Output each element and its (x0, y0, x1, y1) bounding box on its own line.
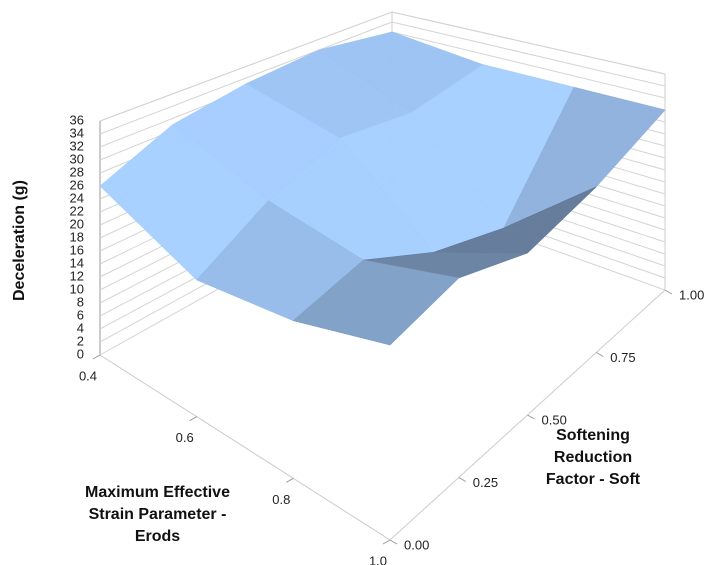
z-tick-label: 34 (70, 125, 84, 140)
z-tick-label: 26 (70, 177, 84, 192)
y-tick (664, 289, 673, 295)
z-tick-label: 8 (77, 294, 84, 309)
x-tick-label: 0.8 (272, 492, 290, 507)
grid-line (99, 11, 666, 122)
z-tick-label: 32 (70, 138, 84, 153)
z-tick-label: 20 (70, 216, 84, 231)
z-tick-label: 12 (70, 268, 84, 283)
x-tick-label: 0.4 (79, 368, 97, 383)
x-axis-label: Maximum Effective Strain Parameter - Ero… (85, 484, 230, 545)
z-tick-label: 2 (77, 333, 84, 348)
y-tick (389, 539, 398, 545)
y-tick-label: 0.50 (542, 412, 567, 427)
z-tick-label: 6 (77, 307, 84, 322)
y-tick (527, 414, 535, 420)
z-tick-label: 4 (77, 320, 84, 335)
x-tick-label: 1.0 (369, 553, 387, 565)
z-tick-label: 0 (77, 346, 84, 361)
y-tick (596, 352, 604, 357)
z-tick-label: 10 (70, 281, 84, 296)
z-tick-label: 16 (70, 242, 84, 257)
z-axis-label: Deceleration (g) (11, 180, 28, 301)
y-tick (458, 477, 466, 482)
x-tick (92, 354, 101, 360)
y-tick-label: 0.25 (473, 475, 498, 490)
z-tick-label: 36 (70, 112, 84, 127)
grid-line (99, 21, 666, 135)
y-tick-label: 0.00 (404, 537, 429, 552)
z-tick-label: 28 (70, 164, 84, 179)
x-tick (286, 477, 294, 483)
z-tick-label: 18 (70, 229, 84, 244)
y-axis-label: Softening Reduction Factor - Soft (545, 427, 641, 488)
z-tick-label: 14 (70, 255, 84, 270)
z-tick-label: 24 (70, 190, 84, 205)
z-tick-label: 30 (70, 151, 84, 166)
x-tick (382, 539, 391, 545)
y-tick-label: 1.00 (679, 287, 704, 302)
surface-patch (292, 259, 460, 346)
x-tick-label: 0.6 (176, 430, 194, 445)
x-tick (189, 416, 197, 422)
y-tick-label: 0.75 (610, 350, 635, 365)
z-tick-label: 22 (70, 203, 84, 218)
